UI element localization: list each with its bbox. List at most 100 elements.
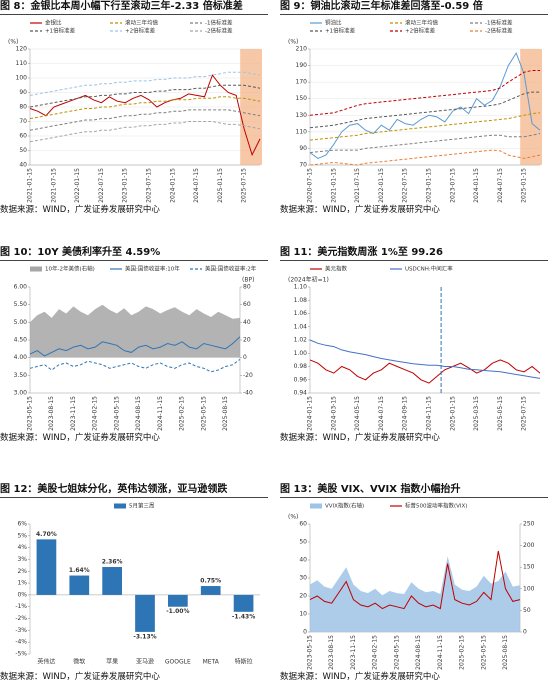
y-tick-label: 170 bbox=[296, 79, 308, 86]
bar bbox=[168, 594, 188, 607]
y-tick-label: 90 bbox=[19, 89, 27, 96]
bar bbox=[69, 575, 90, 595]
x-tick-label: META bbox=[203, 659, 220, 666]
legend-label: -2倍标准差 bbox=[485, 27, 513, 35]
y-tick-label: 70 bbox=[19, 118, 27, 125]
y-tick-label: 4.50 bbox=[14, 337, 28, 344]
line bbox=[29, 358, 241, 373]
area bbox=[310, 556, 520, 632]
chart: 铜油比 滚动三年均值 -1倍标准差 +1倍标准差 +2倍标准差 -2倍标准差 70 90 110… bbox=[288, 19, 542, 203]
y-tick-label: 40 bbox=[299, 557, 307, 564]
y-tick-label: 4% bbox=[17, 544, 27, 551]
legend-swatch bbox=[30, 266, 42, 272]
figure-source: 数据来源：WIND，广发证券发展研究中心 bbox=[280, 672, 440, 682]
line bbox=[309, 550, 521, 610]
area bbox=[30, 304, 240, 358]
y-tick-label: 0.94 bbox=[294, 390, 308, 397]
y-tick-label: 100 bbox=[16, 75, 28, 82]
figure: 图 13：美股 VIX、VVIX 指数小幅抬升 VVIX指数(右轴) 标普500波动… bbox=[280, 483, 548, 684]
legend-swatch bbox=[310, 503, 322, 509]
x-tick-label: 2024-07-15 bbox=[497, 168, 504, 203]
y-tick-label: 110 bbox=[16, 60, 28, 67]
legend-label: +2倍标准差 bbox=[405, 27, 436, 35]
x-tick-label: 2023-01-15 bbox=[122, 168, 129, 203]
figure-title: 图 13：美股 VIX、VVIX 指数小幅抬升 bbox=[280, 483, 548, 498]
x-tick-label: 2023-11-15 bbox=[70, 396, 77, 431]
x-tick-label: 2024-11-15 bbox=[437, 635, 444, 670]
legend-label: -1倍标准差 bbox=[485, 19, 513, 27]
figure: 图 8：金银比本周小幅下行至滚动三年-2.33 倍标准差 金银比 滚动三年均值 -1倍… bbox=[0, 0, 268, 217]
x-tick-label: 2023-05-15 bbox=[27, 396, 34, 431]
x-tick-label: 2024-11-15 bbox=[425, 396, 432, 431]
value-label: -1.00% bbox=[166, 608, 189, 615]
highlight-band bbox=[520, 49, 542, 165]
x-tick-label: 2024-01-15 bbox=[473, 168, 480, 203]
chart: VVIX指数(右轴) 标普500波动率指数(VIX) 0 10 20 30 40 50 60 0 5… bbox=[288, 502, 535, 670]
value-label: -3.13% bbox=[133, 633, 156, 640]
x-tick-label: GOOGLE bbox=[165, 659, 191, 666]
legend-label: +1倍标准差 bbox=[325, 27, 356, 35]
x-tick-label: 苹果 bbox=[106, 658, 118, 666]
x-tick-label: 2024-03-15 bbox=[330, 396, 337, 431]
figure-title: 图 11：美元指数周涨 1%至 99.26 bbox=[280, 246, 548, 261]
figure-source: 数据来源：WIND，广发证券发展研究中心 bbox=[0, 205, 160, 215]
figure: 图 10：10Y 美债利率升至 4.59% 10年-2年美债(右轴) 美国:国债收益… bbox=[0, 246, 268, 445]
line bbox=[309, 133, 541, 154]
y-tick-label: 40 bbox=[19, 162, 27, 169]
y-tick-label: 5% bbox=[17, 532, 27, 539]
x-tick-label: 2023-11-15 bbox=[350, 635, 357, 670]
x-tick-label: 2022-07-15 bbox=[98, 168, 105, 203]
y-tick-label: 5.50 bbox=[14, 301, 28, 308]
y-tick-label: 5.00 bbox=[14, 319, 28, 326]
x-tick-label: 2024-08-15 bbox=[135, 396, 142, 431]
x-tick-label: 2024-05-15 bbox=[113, 396, 120, 431]
y2-tick-label: -20 bbox=[243, 372, 253, 379]
y-tick-label: 50 bbox=[19, 147, 27, 154]
y-tick-label: 190 bbox=[296, 62, 308, 69]
y-axis-label: (%) bbox=[288, 39, 298, 46]
line bbox=[309, 112, 541, 141]
line bbox=[29, 121, 261, 143]
chart: 金银比 滚动三年均值 -1倍标准差 +1倍标准差 +2倍标准差 -2倍标准差 40 50 60 7… bbox=[8, 19, 262, 203]
x-tick-label: 特斯拉 bbox=[235, 658, 253, 666]
y2-axis-label: (BP) bbox=[242, 277, 254, 284]
x-tick-label: 2024-05-15 bbox=[354, 396, 361, 431]
x-tick-label: 2025-07-15 bbox=[521, 396, 528, 431]
y-tick-label: 0.98 bbox=[294, 363, 308, 370]
line bbox=[309, 359, 541, 384]
x-tick-label: 2023-08-15 bbox=[48, 396, 55, 431]
x-tick-label: 2025-02-15 bbox=[459, 635, 466, 670]
y-tick-label: 120 bbox=[16, 46, 28, 53]
legend-label: 5月第三周 bbox=[129, 502, 155, 510]
y-tick-label: 1% bbox=[17, 580, 27, 587]
chart: 美元指数 USDCNH:中间汇率 0.94 0.96 0.98 1.00 1.02 1.04 1… bbox=[288, 265, 541, 431]
x-tick-label: 2025-01-15 bbox=[521, 168, 528, 203]
y2-tick-label: 80 bbox=[243, 284, 251, 291]
y-tick-label: 1.02 bbox=[294, 337, 308, 344]
y-tick-label: 80 bbox=[19, 104, 27, 111]
y-tick-label: 0.96 bbox=[294, 376, 308, 383]
x-tick-label: 2021-01-15 bbox=[27, 168, 34, 203]
y-tick-label: 150 bbox=[296, 95, 308, 102]
legend-label: 金银比 bbox=[45, 19, 62, 27]
line bbox=[29, 71, 261, 96]
y-tick-label: 4.00 bbox=[14, 354, 28, 361]
y-tick-label: 3.50 bbox=[14, 372, 28, 379]
legend-label: USDCNH:中间汇率 bbox=[405, 265, 453, 273]
y-axis-label: (%) bbox=[8, 39, 18, 46]
x-tick-label: 2023-07-15 bbox=[145, 168, 152, 203]
chart: 5月第三周 -5% -4% -3% -2% -1% 0% 1% 2% 3% 4% 5% 6% 4.70% 1… bbox=[15, 502, 260, 666]
value-label: 0.75% bbox=[200, 578, 221, 585]
x-tick-label: 2025-02-15 bbox=[179, 396, 186, 431]
value-label: 4.70% bbox=[36, 531, 57, 538]
y-tick-label: 1.08 bbox=[294, 297, 308, 304]
legend-label: 美国:国债收益率:2年 bbox=[205, 265, 257, 273]
line bbox=[29, 74, 261, 157]
x-tick-label: 2023-01-15 bbox=[425, 168, 432, 203]
legend-label: -1倍标准差 bbox=[205, 19, 233, 27]
y-tick-label: 3.00 bbox=[14, 390, 28, 397]
y-tick-label: -5% bbox=[15, 651, 27, 658]
line bbox=[309, 70, 540, 116]
y2-tick-label: 150 bbox=[523, 564, 535, 571]
bar bbox=[135, 594, 155, 632]
